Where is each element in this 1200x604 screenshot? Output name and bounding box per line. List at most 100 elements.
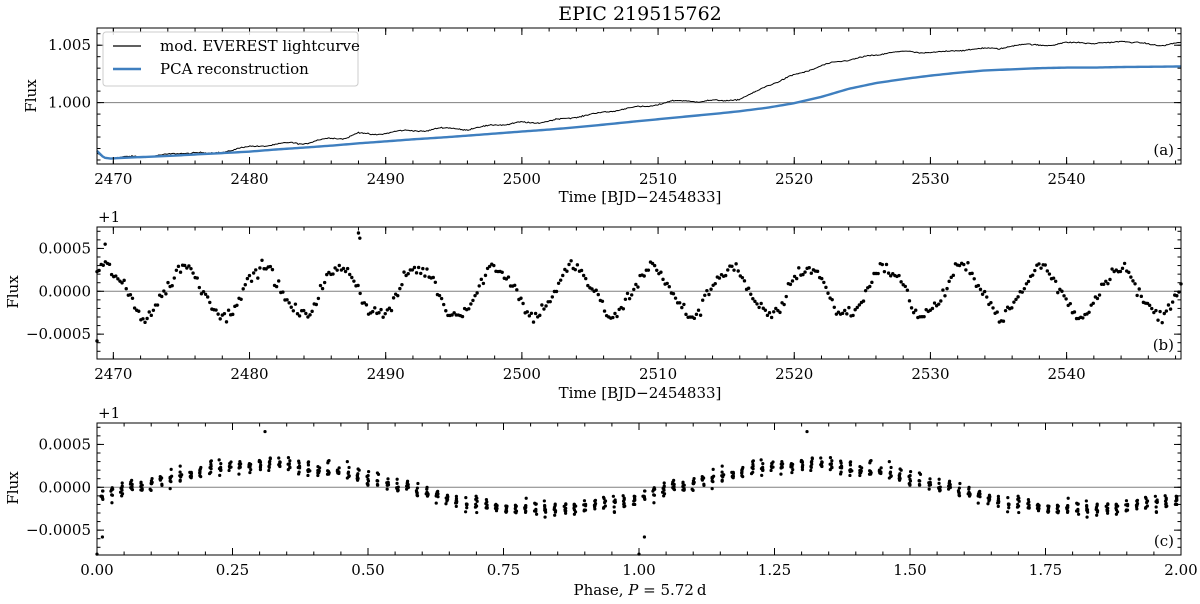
y-tick-label: 0.0000 bbox=[39, 282, 92, 300]
data-point bbox=[615, 314, 619, 319]
data-point bbox=[1135, 293, 1139, 298]
data-point bbox=[573, 267, 577, 272]
data-point bbox=[749, 292, 753, 296]
data-point bbox=[643, 497, 647, 501]
data-point bbox=[553, 513, 557, 517]
data-point bbox=[918, 472, 923, 476]
data-point bbox=[248, 470, 252, 475]
data-point bbox=[1020, 290, 1024, 294]
data-point bbox=[379, 307, 383, 312]
data-point bbox=[228, 465, 232, 470]
data-point bbox=[347, 465, 351, 470]
data-point bbox=[366, 477, 370, 481]
data-point bbox=[442, 302, 446, 307]
data-point bbox=[625, 291, 630, 296]
data-point bbox=[1114, 502, 1118, 506]
data-point bbox=[662, 484, 666, 488]
data-point bbox=[876, 271, 880, 276]
data-point bbox=[888, 274, 893, 278]
data-point bbox=[110, 493, 115, 497]
data-point bbox=[473, 505, 478, 509]
data-point bbox=[348, 272, 352, 277]
data-point bbox=[651, 489, 655, 493]
data-point bbox=[160, 476, 164, 480]
data-point bbox=[665, 281, 669, 286]
data-point bbox=[843, 308, 847, 313]
data-point-outlier bbox=[100, 535, 105, 539]
data-point bbox=[779, 462, 783, 466]
data-point bbox=[543, 504, 547, 508]
data-point bbox=[120, 488, 124, 492]
data-point bbox=[928, 480, 932, 485]
data-point bbox=[1003, 308, 1008, 313]
data-point bbox=[371, 309, 375, 314]
data-point bbox=[150, 476, 154, 481]
data-point bbox=[414, 271, 419, 275]
data-point bbox=[326, 469, 330, 473]
x-tick-label: 0.75 bbox=[487, 561, 520, 579]
data-point bbox=[1129, 275, 1133, 279]
data-point bbox=[1006, 496, 1010, 500]
data-point bbox=[655, 268, 659, 272]
x-tick-label: 1.50 bbox=[893, 561, 926, 579]
data-point bbox=[858, 471, 862, 475]
data-point bbox=[335, 268, 339, 272]
data-point bbox=[270, 267, 275, 272]
data-point bbox=[759, 467, 764, 471]
data-point bbox=[277, 456, 281, 460]
data-point bbox=[362, 301, 367, 305]
data-point bbox=[419, 271, 423, 276]
data-point bbox=[139, 488, 143, 492]
x-axis-label: Time [BJD−2454833] bbox=[559, 384, 722, 402]
data-point bbox=[306, 315, 310, 319]
x-tick-label: 2530 bbox=[911, 365, 949, 383]
data-point bbox=[710, 479, 714, 483]
data-point bbox=[1075, 501, 1079, 505]
x-ticks: 2470 2480 2490 2500 2510 2520 2530 2540 bbox=[94, 227, 1177, 383]
data-point bbox=[1053, 279, 1058, 283]
data-point bbox=[759, 458, 763, 462]
data-point bbox=[561, 273, 565, 278]
data-point bbox=[581, 273, 586, 278]
data-point bbox=[586, 283, 590, 288]
data-point bbox=[1007, 503, 1011, 507]
data-point bbox=[287, 462, 291, 466]
data-point bbox=[249, 468, 253, 472]
data-point bbox=[790, 470, 794, 475]
data-point bbox=[278, 464, 282, 468]
data-point bbox=[1031, 273, 1035, 277]
data-point bbox=[485, 506, 489, 510]
data-point bbox=[423, 274, 427, 278]
data-point bbox=[642, 274, 646, 278]
data-point bbox=[1056, 509, 1061, 513]
data-point bbox=[1068, 301, 1073, 306]
data-point bbox=[703, 293, 707, 297]
data-point bbox=[219, 461, 223, 466]
data-point bbox=[797, 266, 801, 270]
data-point bbox=[337, 263, 341, 268]
data-point bbox=[840, 311, 845, 316]
data-point bbox=[763, 308, 768, 312]
data-point bbox=[962, 262, 966, 267]
data-point bbox=[514, 509, 519, 513]
data-point bbox=[1124, 503, 1128, 507]
data-point bbox=[772, 310, 776, 314]
data-point bbox=[662, 488, 666, 492]
data-point bbox=[237, 472, 241, 476]
data-point bbox=[907, 299, 912, 303]
data-point bbox=[431, 275, 435, 280]
data-point bbox=[967, 485, 971, 489]
data-point bbox=[848, 463, 853, 467]
data-point bbox=[410, 268, 415, 272]
x-ticks: 2470 2480 2490 2500 2510 2520 2530 2540 bbox=[94, 28, 1177, 188]
data-point bbox=[851, 313, 855, 318]
data-point bbox=[957, 490, 961, 494]
data-point bbox=[475, 510, 479, 515]
data-point bbox=[989, 300, 993, 305]
data-point bbox=[897, 273, 901, 278]
data-point bbox=[720, 470, 724, 474]
y-tick-label: 0.0000 bbox=[39, 478, 92, 496]
data-point bbox=[260, 258, 264, 262]
data-point bbox=[231, 312, 235, 317]
